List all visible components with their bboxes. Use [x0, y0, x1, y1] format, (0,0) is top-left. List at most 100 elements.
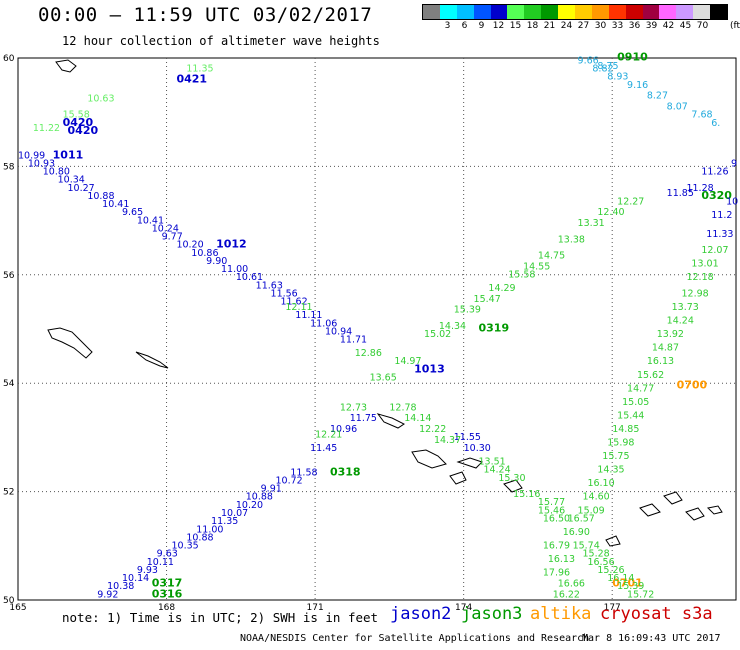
wave-height-label: 14.55: [523, 261, 550, 272]
timestamp: Mar 8 16:09:43 UTC 2017: [582, 633, 721, 644]
wave-height-label: 16.56: [587, 557, 614, 568]
wave-height-label: 11.06: [310, 318, 337, 329]
wave-height-label: 10.88: [186, 532, 213, 543]
wave-height-label: 11.71: [340, 335, 367, 346]
wave-height-label: 15.44: [617, 410, 644, 421]
wave-height-label: 12.40: [597, 207, 624, 218]
lat-tick-label: 54: [3, 379, 15, 389]
wave-height-label: 10.96: [330, 424, 357, 435]
colorbar-swatch: [693, 5, 711, 19]
wave-height-label: 9.66: [578, 55, 599, 66]
colorbar-swatch: [676, 5, 694, 19]
coastline: [503, 479, 523, 493]
wave-height-label: 12.98: [682, 288, 709, 299]
wave-height-label: 12.22: [419, 424, 446, 435]
wave-height-label: 16.57: [568, 513, 595, 524]
coastline: [663, 491, 683, 505]
wave-height-label: 10.07: [221, 508, 248, 519]
colorbar-swatch: [625, 5, 643, 19]
wave-height-label: 15.75: [602, 451, 629, 462]
colorbar-unit: (ft): [730, 21, 740, 31]
wave-height-label: 16.13: [647, 356, 674, 367]
time-label: 0910: [617, 51, 648, 64]
wave-height-label: 14.24: [483, 465, 510, 476]
wave-height-label: 10.38: [107, 581, 134, 592]
colorbar-swatch: [423, 5, 440, 19]
wave-height-label: 15.39: [454, 305, 481, 316]
lon-tick-label: 165: [9, 603, 26, 613]
wave-height-label: 11.00: [196, 524, 223, 535]
wave-height-label: 15.77: [538, 497, 565, 508]
coastline: [639, 503, 661, 517]
colorbar-swatch: [710, 5, 728, 19]
wave-height-label: 11.75: [350, 413, 377, 424]
wave-height-label: 9: [731, 158, 737, 169]
lat-tick-label: 52: [3, 488, 14, 498]
colorbar-tick-label: 24: [560, 21, 573, 31]
wave-height-label: 15.62: [637, 370, 664, 381]
wave-height-label: 14.77: [627, 383, 654, 394]
colorbar-swatch: [490, 5, 508, 19]
colorbar-swatch: [608, 5, 626, 19]
time-label: 1011: [53, 148, 84, 161]
wave-height-label: 9.16: [627, 80, 648, 91]
wave-height-label: 12.86: [355, 348, 382, 359]
coastline: [411, 449, 447, 469]
colorbar-tick-label: 6: [461, 21, 468, 31]
time-label: 0701: [612, 576, 643, 589]
wave-height-label: 16.66: [558, 578, 585, 589]
wave-height-label: 13.38: [558, 234, 585, 245]
wave-height-label: 13.65: [370, 372, 397, 383]
time-label: 1013: [414, 362, 445, 375]
coastline: [706, 505, 723, 515]
colorbar-swatch: [524, 5, 542, 19]
wave-height-label: 15.02: [424, 329, 451, 340]
wave-height-label: 16.14: [607, 573, 634, 584]
wave-height-label: 13.31: [578, 218, 605, 229]
time-label: 0420: [63, 116, 94, 129]
wave-height-label: 11.33: [706, 229, 733, 240]
wave-height-label: 11.35: [186, 64, 213, 75]
wave-height-label: 10.80: [43, 167, 70, 178]
legend-jason2: jason2: [390, 604, 452, 624]
legend-altika: altika: [530, 604, 592, 624]
lon-tick-label: 168: [158, 603, 175, 613]
wave-height-label: 12.21: [315, 429, 342, 440]
wave-height-label: 16.79: [543, 541, 570, 552]
time-label: 0320: [701, 189, 732, 202]
wave-height-label: 15.72: [627, 589, 654, 600]
wave-height-label: 13.51: [479, 457, 506, 468]
wave-height-label: 15.09: [578, 505, 605, 516]
wave-height-label: 10.93: [28, 158, 55, 169]
wave-height-label: 10.63: [87, 93, 114, 104]
wave-height-label: 16.22: [553, 589, 580, 600]
coastline: [605, 535, 621, 547]
wave-height-label: 10.20: [176, 240, 203, 251]
wave-height-label: 12.78: [389, 402, 416, 413]
wave-height-label: 14.97: [394, 356, 421, 367]
map-frame: [17, 57, 737, 601]
credit-line: NOAA/NESDIS Center for Satellite Applica…: [240, 633, 590, 644]
colorbar-tick-label: 30: [594, 21, 607, 31]
wave-height-label: 8.93: [607, 72, 628, 83]
wave-height-label: 9.90: [206, 256, 227, 267]
wave-height-label: 10.20: [236, 500, 263, 511]
lat-tick-label: 50: [3, 596, 15, 606]
colorbar-swatch: [558, 5, 576, 19]
wave-height-label: 10.14: [122, 573, 149, 584]
colorbar-swatch: [507, 5, 525, 19]
colorbar-tick-label: 3: [444, 21, 451, 31]
colorbar-tick-label: 45: [679, 21, 692, 31]
wave-height-label: 11.26: [701, 167, 728, 178]
wave-height-label: 10.86: [191, 248, 218, 259]
colorbar-tick-label: 9: [478, 21, 485, 31]
wave-height-label: 10.30: [464, 443, 491, 454]
colorbar-swatch: [541, 5, 559, 19]
lon-tick-label: 174: [455, 603, 472, 613]
wave-height-label: 14.29: [488, 283, 515, 294]
wave-height-label: 10.27: [68, 183, 95, 194]
colorbar-swatch: [473, 5, 491, 19]
wave-height-label: 15.98: [607, 438, 634, 449]
wave-height-label: 9.77: [162, 232, 183, 243]
